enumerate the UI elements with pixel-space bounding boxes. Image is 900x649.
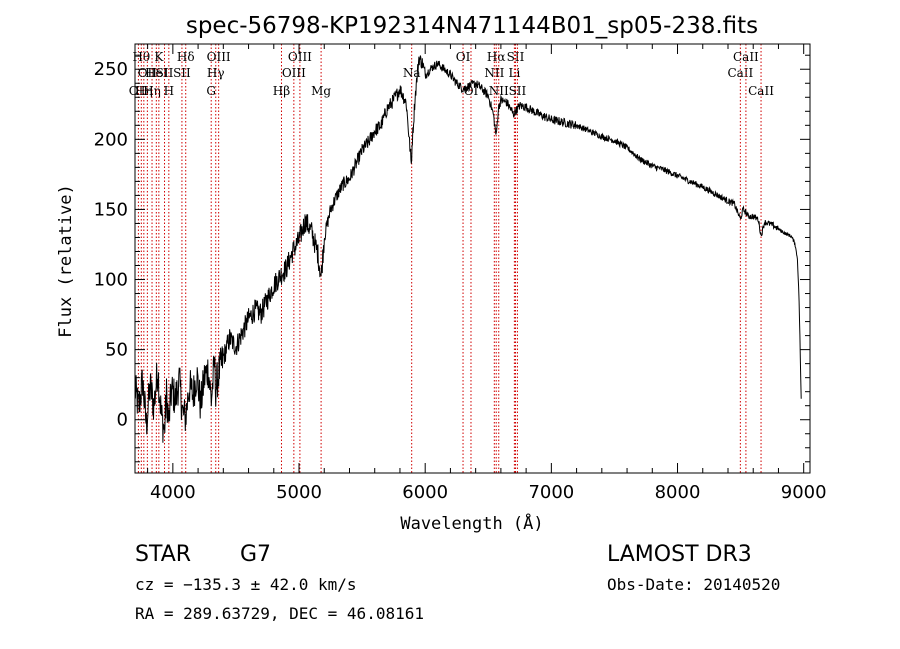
line-marker-label: CaII: [748, 84, 774, 98]
line-marker-label: SII: [156, 66, 174, 80]
axis-ticks: 4000 5000 6000 7000 8000 9000 0 50 100 150 200 250: [94, 44, 827, 503]
line-marker-label: Na: [403, 66, 421, 80]
line-marker-label: Hθ: [132, 50, 150, 64]
line-marker-label: Hα: [487, 50, 506, 64]
line-marker-label: Hη: [135, 84, 153, 98]
y-tick-label: 100: [94, 270, 128, 291]
x-tick-label: 9000: [781, 482, 827, 503]
line-marker-label: G: [206, 84, 216, 98]
y-tick-label: 250: [94, 59, 128, 80]
line-marker-label: SII: [509, 84, 527, 98]
redshift-velocity: cz = −135.3 ± 42.0 km/s: [135, 575, 357, 594]
line-marker-label: NII: [489, 84, 509, 98]
obs-date: Obs-Date: 20140520: [607, 575, 780, 594]
line-marker-label: OI: [456, 50, 471, 64]
line-marker-label: Hγ: [207, 66, 225, 80]
line-marker-label: Hη: [143, 84, 161, 98]
line-marker-label: OIII: [282, 66, 306, 80]
spectrum-line: [134, 55, 802, 443]
y-tick-label: 0: [117, 410, 128, 431]
spectrum-series: [134, 55, 802, 443]
x-tick-label: 6000: [402, 482, 448, 503]
coordinates: RA = 289.63729, DEC = 46.08161: [135, 604, 424, 623]
plot-frame: [134, 43, 811, 474]
x-tick-label: 7000: [528, 482, 574, 503]
line-marker-label: OIII: [288, 50, 312, 64]
x-axis-label: Wavelength (Å): [400, 512, 543, 534]
line-marker-label: SII: [507, 50, 525, 64]
object-class: STAR: [135, 542, 191, 567]
line-marker-label: CaII: [727, 66, 753, 80]
subclass: G7: [240, 542, 271, 567]
line-marker-label: Li: [508, 66, 520, 80]
line-marker-label: Mg: [311, 84, 331, 98]
line-marker-label: HeI: [145, 66, 168, 80]
line-marker-label: Hβ: [273, 84, 290, 98]
y-axis-label: Flux (relative): [56, 184, 76, 338]
x-tick-label: 5000: [276, 482, 322, 503]
y-tick-label: 200: [94, 129, 128, 150]
line-marker-label: K: [154, 50, 164, 64]
y-tick-label: 150: [94, 199, 128, 220]
line-marker-label: SII: [173, 66, 191, 80]
line-marker-label: NII: [484, 66, 504, 80]
line-markers: OIIHθHηOIIHηHeIKSIIHHδSIIGHγOIIIHβOIIIOI…: [129, 44, 774, 473]
line-marker-label: OIII: [207, 50, 231, 64]
line-marker-label: H: [164, 84, 174, 98]
line-marker-label: CaII: [733, 50, 759, 64]
x-tick-label: 4000: [150, 482, 196, 503]
x-tick-label: 8000: [655, 482, 701, 503]
y-tick-label: 50: [105, 340, 128, 361]
survey-name: LAMOST DR3: [607, 542, 752, 567]
chart-title: spec-56798-KP192314N471144B01_sp05-238.f…: [186, 13, 758, 39]
line-marker-label: Hδ: [177, 50, 195, 64]
